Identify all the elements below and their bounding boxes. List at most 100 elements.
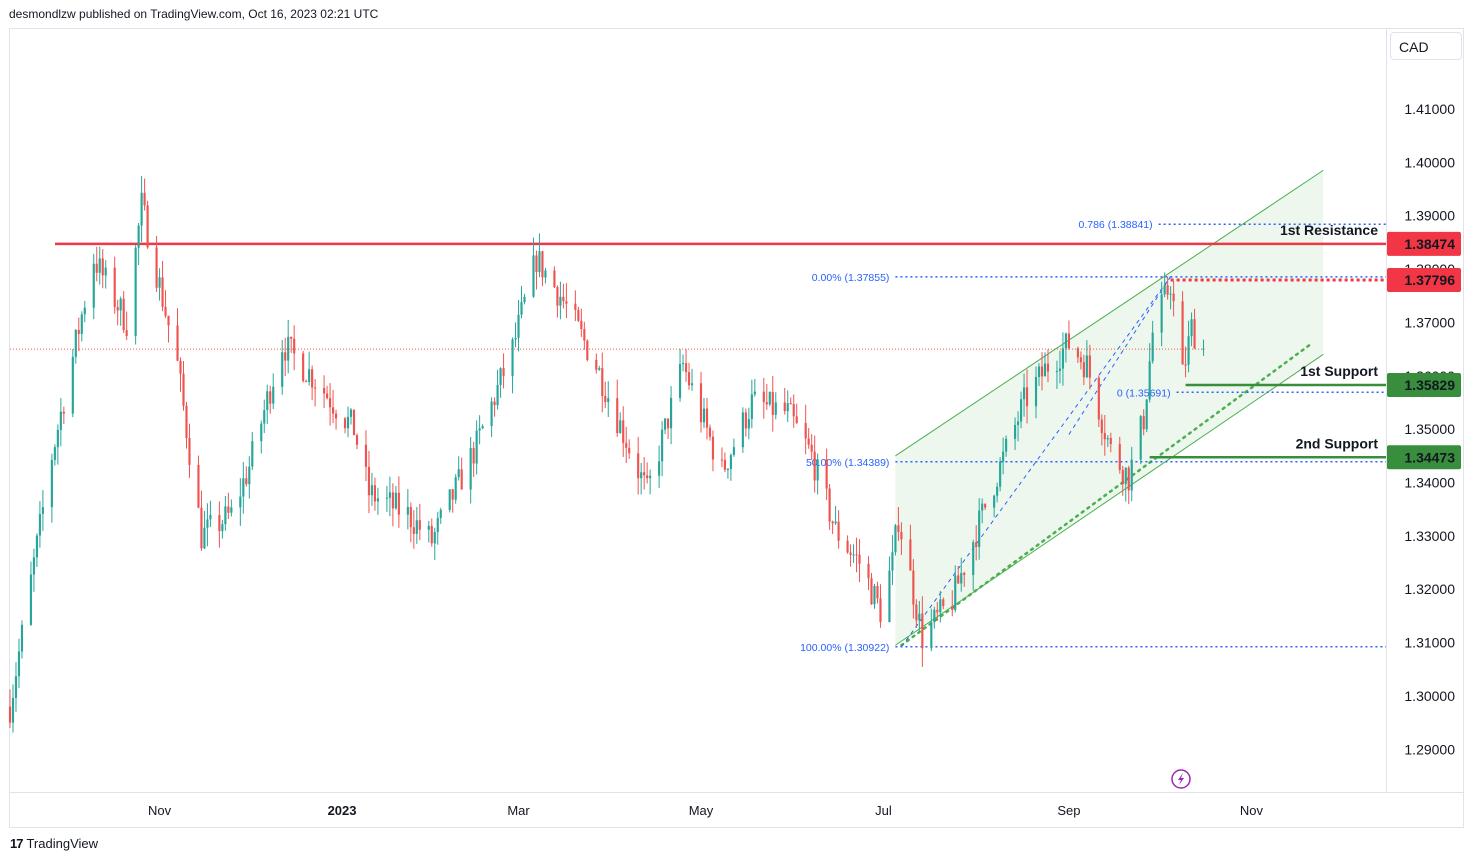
y-tick-label: 1.40000 xyxy=(1404,154,1455,170)
candle-body xyxy=(933,609,936,623)
y-tick-label: 1.39000 xyxy=(1404,208,1455,224)
candle-body xyxy=(511,339,514,377)
candle-body xyxy=(1046,363,1050,372)
candle-body xyxy=(936,609,939,613)
y-tick-label: 1.31000 xyxy=(1404,635,1455,651)
candle-body xyxy=(185,405,188,439)
candle-body xyxy=(1160,294,1163,333)
y-tick-label: 1.35000 xyxy=(1404,421,1455,437)
candle-body xyxy=(430,525,433,544)
candle-body xyxy=(385,497,388,499)
candle-body xyxy=(281,352,284,387)
candle-body xyxy=(92,263,95,308)
y-tick-label: 1.33000 xyxy=(1404,528,1455,544)
candle-body xyxy=(454,477,457,500)
candle-body xyxy=(308,369,311,382)
candle-body xyxy=(122,298,125,331)
candle-body xyxy=(915,604,918,621)
candle-body xyxy=(1079,357,1082,363)
candle-body xyxy=(230,507,233,513)
candle-body xyxy=(837,521,840,541)
candle-body xyxy=(433,531,436,544)
candle-body xyxy=(580,320,583,329)
candle-body xyxy=(876,585,879,599)
candle-body xyxy=(164,306,167,316)
candle-body xyxy=(439,509,442,519)
candle-body xyxy=(993,495,996,508)
candle-body xyxy=(601,368,604,397)
candle-body xyxy=(640,472,643,479)
candle-body xyxy=(499,368,502,386)
candle-body xyxy=(493,401,496,406)
candle-body xyxy=(747,419,750,429)
candle-body xyxy=(349,409,353,417)
candle-body xyxy=(846,540,849,553)
candle-body xyxy=(418,520,421,530)
candle-body xyxy=(1025,387,1029,407)
candle-body xyxy=(670,397,673,429)
candle-body xyxy=(831,521,834,524)
candle-body xyxy=(251,441,254,467)
candle-body xyxy=(1124,467,1127,485)
candle-body xyxy=(200,507,203,549)
candle-body xyxy=(373,485,377,502)
candle-body xyxy=(595,359,598,370)
candle-body xyxy=(472,448,475,464)
publish-attribution: desmondlzw published on TradingView.com,… xyxy=(9,7,379,21)
candle-body xyxy=(957,575,960,584)
y-tick-label: 1.32000 xyxy=(1404,581,1455,597)
candle-body xyxy=(1055,370,1059,372)
candle-body xyxy=(996,486,999,496)
candle-body xyxy=(664,418,667,430)
candle-body xyxy=(520,302,523,315)
candle-body xyxy=(586,340,589,360)
x-tick-label: 2023 xyxy=(328,803,357,818)
candle-body xyxy=(978,510,981,547)
candle-body xyxy=(858,554,861,564)
candle-body xyxy=(343,418,347,429)
candle-body xyxy=(849,552,852,555)
channel-upper-line xyxy=(895,169,1324,457)
candle-body xyxy=(143,192,146,206)
candle-body xyxy=(1058,368,1062,371)
candle-body xyxy=(125,330,128,336)
candle-body xyxy=(711,436,715,460)
candle-body xyxy=(1005,438,1008,452)
candle-body xyxy=(331,407,335,414)
footer-brand[interactable]: 17 TradingView xyxy=(10,836,98,851)
candle-body xyxy=(287,336,290,361)
candle-body xyxy=(1139,416,1142,460)
price-label-box xyxy=(1387,372,1461,397)
candle-body xyxy=(370,485,374,496)
candle-body xyxy=(975,542,978,547)
candle-body xyxy=(74,329,77,357)
candle-body xyxy=(930,622,933,649)
currency-selector[interactable]: CAD xyxy=(1390,32,1462,60)
level-label: 1st Resistance xyxy=(1280,222,1378,238)
candle-body xyxy=(242,478,245,497)
candle-body xyxy=(517,314,520,338)
candle-body xyxy=(176,325,179,361)
candle-body xyxy=(209,514,212,520)
candle-body xyxy=(119,298,122,311)
candle-body xyxy=(17,651,21,677)
candle-body xyxy=(981,503,984,511)
candle-body xyxy=(891,552,894,571)
candle-body xyxy=(206,519,209,528)
candle-body xyxy=(765,402,768,405)
candle-body xyxy=(912,570,915,605)
candle-body xyxy=(768,391,771,405)
y-tick-label: 1.41000 xyxy=(1404,101,1455,117)
candle-body xyxy=(59,411,62,430)
x-tick-label: Nov xyxy=(148,803,172,818)
candle-body xyxy=(795,416,798,424)
candle-body xyxy=(314,387,317,389)
candle-body xyxy=(334,413,338,419)
candle-body xyxy=(245,478,248,485)
candle-body xyxy=(646,475,649,479)
candle-body xyxy=(804,423,807,439)
candle-body xyxy=(1088,355,1091,378)
candle-body xyxy=(221,524,224,532)
chart-frame xyxy=(9,28,1464,828)
